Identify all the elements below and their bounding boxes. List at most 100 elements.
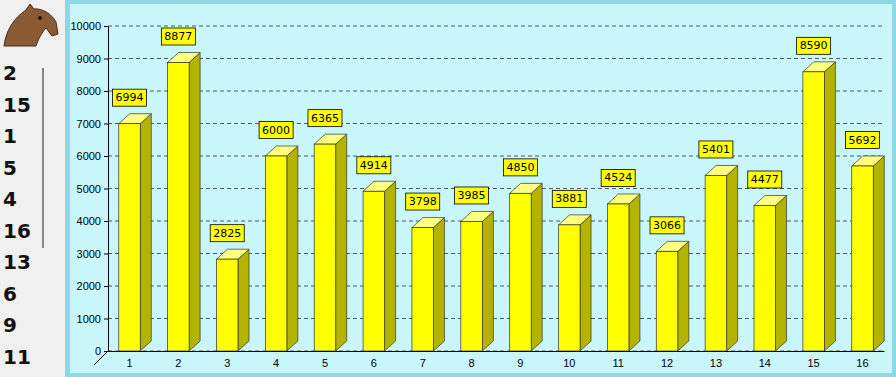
data-label-text: 6000 bbox=[262, 124, 290, 137]
data-label-text: 3881 bbox=[555, 192, 583, 205]
grid-line bbox=[108, 123, 884, 124]
bar-group bbox=[607, 194, 640, 351]
data-label-box bbox=[161, 28, 195, 45]
data-label-text: 3798 bbox=[409, 195, 437, 208]
y-tick-mark bbox=[104, 189, 108, 190]
bar-side bbox=[189, 52, 200, 351]
bar-side bbox=[873, 156, 884, 351]
data-label-text: 4850 bbox=[506, 161, 534, 174]
x-tick: 15 bbox=[808, 351, 820, 369]
data-label: 8877 bbox=[161, 28, 195, 45]
bar-side bbox=[433, 218, 444, 351]
y-tick: 3000 bbox=[77, 248, 108, 260]
bar-top bbox=[216, 249, 249, 259]
data-label: 5401 bbox=[699, 141, 733, 158]
bar bbox=[705, 175, 727, 351]
bar bbox=[363, 191, 385, 351]
bar-group bbox=[754, 195, 787, 351]
sidebar: 21515416136911 bbox=[0, 0, 64, 377]
data-label-box bbox=[797, 37, 831, 54]
sidebar-divider bbox=[42, 68, 44, 248]
bar bbox=[607, 204, 629, 351]
data-label-box bbox=[455, 187, 489, 204]
data-label-box bbox=[699, 141, 733, 158]
bar-group bbox=[803, 62, 836, 351]
bar bbox=[119, 124, 141, 351]
bar-top bbox=[754, 195, 787, 205]
x-axis: 12345678910111213141516 bbox=[109, 351, 885, 369]
data-label-box bbox=[210, 225, 244, 242]
y-tick: 1000 bbox=[77, 313, 108, 325]
grid-line bbox=[108, 26, 884, 27]
y-axis: 0100020003000400050006000700080009000100… bbox=[70, 20, 108, 357]
x-tick-label: 5 bbox=[322, 357, 328, 369]
bars bbox=[119, 52, 884, 351]
grid-line bbox=[108, 91, 884, 92]
horse-icon bbox=[4, 4, 58, 46]
data-label-text: 4914 bbox=[360, 159, 388, 172]
data-label-text: 6994 bbox=[116, 91, 144, 104]
bar-top bbox=[559, 215, 592, 225]
y-tick-label: 5000 bbox=[77, 183, 101, 195]
data-label: 6365 bbox=[308, 110, 342, 127]
data-label-box bbox=[357, 157, 391, 174]
bar-top bbox=[119, 114, 152, 124]
data-label: 3066 bbox=[650, 217, 684, 234]
bar-side bbox=[580, 215, 591, 351]
x-tick: 13 bbox=[710, 351, 722, 369]
bar bbox=[461, 221, 483, 351]
data-label-box bbox=[552, 190, 586, 207]
y-tick-mark bbox=[104, 254, 108, 255]
bar-group bbox=[656, 241, 689, 351]
data-label: 8590 bbox=[797, 37, 831, 54]
bar bbox=[656, 251, 678, 351]
x-tick-label: 4 bbox=[273, 357, 279, 369]
y-tick: 2000 bbox=[77, 280, 108, 292]
chart-root: 2151541613691101000200030004000500060007… bbox=[0, 0, 896, 377]
bar-group bbox=[412, 218, 445, 351]
data-label-box bbox=[503, 159, 537, 176]
y-tick: 6000 bbox=[77, 150, 108, 162]
horse-head bbox=[4, 4, 58, 46]
bar-top bbox=[265, 146, 298, 156]
x-tick: 9 bbox=[517, 351, 523, 369]
y-tick: 7000 bbox=[77, 118, 108, 130]
x-tick: 12 bbox=[661, 351, 673, 369]
data-label-text: 3985 bbox=[458, 189, 486, 202]
y-tick-label: 6000 bbox=[77, 150, 101, 162]
bar-side bbox=[824, 62, 835, 351]
x-tick: 10 bbox=[563, 351, 575, 369]
x-tick-label: 2 bbox=[175, 357, 181, 369]
bar-side bbox=[776, 195, 787, 351]
bar-side bbox=[287, 146, 298, 351]
bar-group bbox=[216, 249, 249, 351]
y-tick-mark bbox=[104, 221, 108, 222]
data-label: 3881 bbox=[552, 190, 586, 207]
x-tick-label: 16 bbox=[856, 357, 868, 369]
y-tick: 8000 bbox=[77, 85, 108, 97]
bar-group bbox=[314, 134, 347, 351]
data-label-text: 2825 bbox=[213, 227, 241, 240]
x-tick: 7 bbox=[420, 351, 426, 369]
bar bbox=[265, 156, 287, 351]
y-tick-label: 10000 bbox=[70, 20, 101, 32]
y-tick-mark bbox=[104, 124, 108, 125]
data-label-text: 8877 bbox=[164, 30, 192, 43]
x-tick-label: 12 bbox=[661, 357, 673, 369]
ranking-item: 6 bbox=[3, 282, 17, 306]
y-tick: 4000 bbox=[77, 215, 108, 227]
ranking-item: 2 bbox=[3, 61, 17, 85]
bar-side bbox=[140, 114, 151, 351]
data-label-text: 5692 bbox=[848, 134, 876, 147]
x-tick-label: 9 bbox=[517, 357, 523, 369]
bar-group bbox=[265, 146, 298, 351]
x-axis-line bbox=[109, 351, 885, 352]
data-label: 4524 bbox=[601, 169, 635, 186]
data-label: 6000 bbox=[259, 122, 293, 139]
x-tick: 11 bbox=[612, 351, 623, 369]
data-label-text: 6365 bbox=[311, 112, 339, 125]
data-label-text: 8590 bbox=[800, 39, 828, 52]
bar-top bbox=[461, 211, 494, 221]
bar-group bbox=[168, 52, 201, 351]
bar-side bbox=[336, 134, 347, 351]
